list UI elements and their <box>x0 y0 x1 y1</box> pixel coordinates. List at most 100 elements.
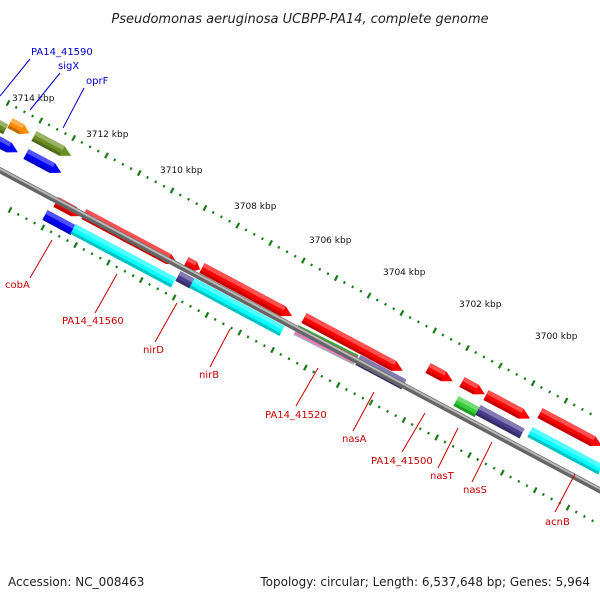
scale-tick-lower <box>204 311 210 319</box>
gene-label-reverse: nasS <box>463 485 487 496</box>
scale-tick-upper <box>113 158 117 162</box>
scale-tick-upper <box>187 197 190 201</box>
gene-red-6 <box>425 363 453 382</box>
scale-tick-lower <box>532 486 538 494</box>
scale-tick-lower <box>49 230 53 234</box>
scale-tick-upper <box>136 169 142 177</box>
scale-tick-upper <box>416 320 420 324</box>
gene-label-reverse: acnB <box>545 517 570 528</box>
scale-tick-lower <box>156 287 160 291</box>
scale-tick-upper <box>96 149 100 153</box>
scale-tick-upper <box>539 385 543 390</box>
scale-tick-lower <box>353 392 357 396</box>
scale-tick-upper <box>441 333 445 337</box>
scale-tick-upper <box>375 298 379 302</box>
scale-tick-lower <box>270 346 275 354</box>
scale-tick-upper <box>129 167 133 171</box>
scale-tick-lower <box>33 221 37 225</box>
gene-label-forward: oprF <box>86 76 109 87</box>
leader-line <box>295 367 319 407</box>
topology-text: Topology: circular; Length: 6,537,648 bp… <box>259 575 590 589</box>
scale-label: 3710 kbp <box>160 166 203 176</box>
scale-tick-lower <box>459 449 463 453</box>
scale-tick-lower <box>386 409 389 413</box>
scale-tick-upper <box>219 215 223 219</box>
scale-tick-lower <box>57 234 61 238</box>
scale-tick-upper <box>482 355 486 359</box>
scale-tick-upper <box>71 134 77 142</box>
accession-text: Accession: NC_008463 <box>8 575 144 589</box>
scale-tick-lower <box>525 484 529 488</box>
scale-label: 3708 kbp <box>234 202 277 212</box>
scale-tick-lower <box>401 416 407 424</box>
scale-tick-lower <box>106 259 111 266</box>
scale-tick-upper <box>580 407 584 411</box>
scale-tick-lower <box>90 252 94 256</box>
scale-tick-lower <box>237 329 243 336</box>
leader-line <box>471 441 493 483</box>
scale-label: 3706 kbp <box>309 236 352 246</box>
scale-tick-upper <box>211 210 215 214</box>
gene-label-reverse: nasA <box>342 434 367 445</box>
scale-tick-lower <box>82 247 86 251</box>
scale-tick-upper <box>178 193 182 197</box>
scale-tick-upper <box>457 342 461 346</box>
scale-tick-upper <box>162 184 166 188</box>
scale-tick-upper <box>277 245 281 249</box>
scale-tick-lower <box>164 291 168 295</box>
scale-tick-lower <box>66 239 69 243</box>
map-title: Pseudomonas aeruginosa UCBPP-PA14, compl… <box>111 12 488 27</box>
scale-tick-upper <box>310 263 314 267</box>
scale-tick-lower <box>368 399 374 406</box>
scale-tick-lower <box>541 492 545 497</box>
scale-tick-upper <box>523 377 527 381</box>
scale-tick-upper <box>318 267 322 271</box>
scale-tick-lower <box>476 457 480 462</box>
scale-tick-lower <box>279 352 283 356</box>
scale-tick-upper <box>507 368 510 372</box>
scale-tick-upper <box>474 350 478 355</box>
scale-tick-upper <box>490 359 494 363</box>
scale-label: 3702 kbp <box>459 300 502 310</box>
scale-tick-upper <box>5 99 11 107</box>
scale-tick-lower <box>262 344 266 348</box>
scale-tick-lower <box>221 322 225 326</box>
gene-nirD <box>175 271 195 289</box>
scale-tick-lower <box>582 514 586 518</box>
scale-tick-lower <box>115 265 119 269</box>
scale-tick-lower <box>98 256 102 260</box>
scale-tick-lower <box>295 361 299 365</box>
scale-tick-lower <box>24 217 28 221</box>
scale-tick-lower <box>484 462 488 466</box>
gene-cobA <box>42 210 76 235</box>
scale-tick-lower <box>189 304 192 308</box>
gene-label-forward: PA14_41590 <box>31 47 93 58</box>
scale-tick-lower <box>123 269 127 273</box>
scale-tick-lower <box>565 504 571 511</box>
scale-tick-upper <box>285 250 289 254</box>
scale-tick-lower <box>451 444 455 448</box>
scale-tick-upper <box>55 127 59 131</box>
scale-tick-lower <box>171 294 177 301</box>
gene-label-reverse: nirD <box>143 345 164 356</box>
scale-tick-lower <box>197 309 201 313</box>
scale-tick-upper <box>432 327 438 334</box>
scale-tick-upper <box>563 397 569 404</box>
scale-tick-lower <box>7 206 13 214</box>
scale-label: 3712 kbp <box>86 130 129 140</box>
scale-tick-upper <box>408 315 412 320</box>
gene-nirB <box>189 278 285 336</box>
scale-tick-lower <box>361 396 365 400</box>
gene-nasT <box>453 396 480 418</box>
gene-red-8 <box>483 390 531 419</box>
gene-label-reverse: PA14_41500 <box>371 456 433 467</box>
scale-tick-lower <box>40 224 46 231</box>
gene-labels: PA14_41590 sigX oprF cobA PA14_41560 nirD nirB… <box>0 47 576 528</box>
scale-tick-upper <box>572 403 576 407</box>
scale-ticks <box>5 99 595 523</box>
scale-label: 3704 kbp <box>383 268 426 278</box>
scale-tick-lower <box>16 212 20 216</box>
scale-tick-lower <box>73 241 79 249</box>
scale-tick-upper <box>252 232 256 236</box>
